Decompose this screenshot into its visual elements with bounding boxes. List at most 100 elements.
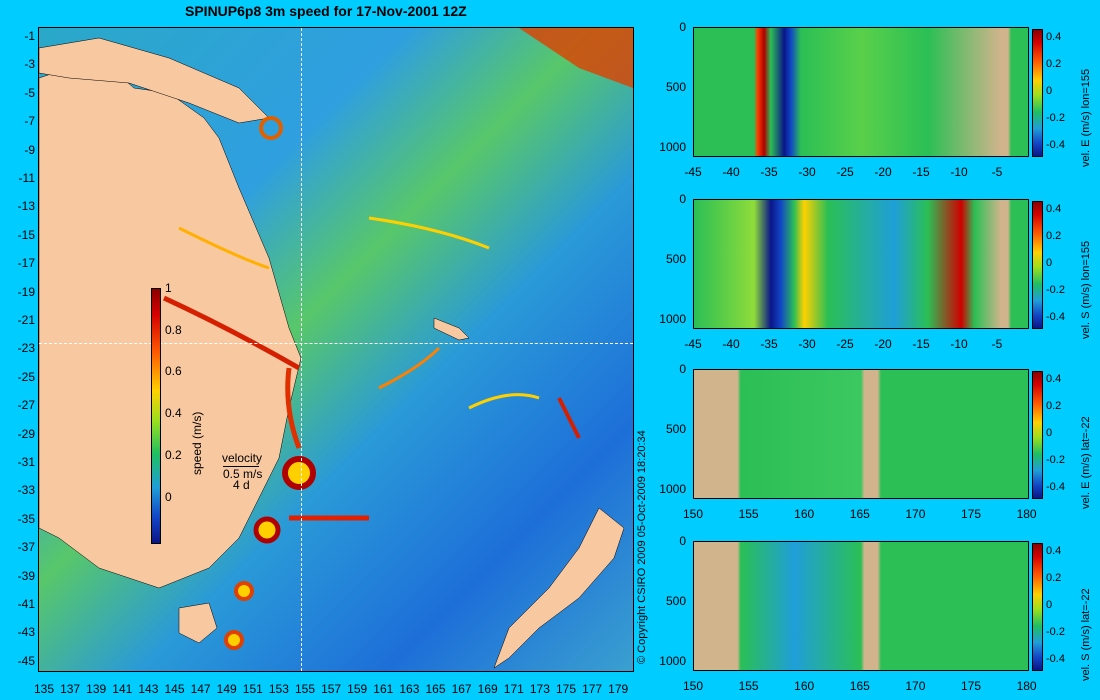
section-colorbar-tick: -0.2: [1046, 112, 1065, 124]
map-lat-tick: -29: [17, 426, 35, 441]
velocity-time: 4 d: [233, 478, 250, 492]
map-lon-tick: 137: [60, 682, 81, 696]
map-lon-tick: 159: [347, 682, 368, 696]
map-lon-tick: 145: [164, 682, 185, 696]
section-x-tick: 180: [1016, 679, 1037, 693]
section-x-tick: -15: [912, 337, 930, 351]
section-y-tick: 1000: [659, 654, 686, 668]
section-x-tick: -30: [798, 165, 816, 179]
section-colorbar-tick: -0.2: [1046, 626, 1065, 638]
map-lon-tick: 165: [425, 682, 446, 696]
section-x-tick: -30: [798, 337, 816, 351]
map-lat-tick: -17: [17, 256, 35, 271]
page-title: SPINUP6p8 3m speed for 17-Nov-2001 12Z: [185, 3, 467, 19]
section-x-tick: 150: [682, 507, 704, 521]
section-y-tick: 0: [679, 362, 686, 376]
section-plot-3[interactable]: [693, 369, 1029, 499]
section-colorbar-tick: 0.4: [1046, 545, 1062, 557]
section-x-tick: -15: [912, 165, 930, 179]
speed-colorbar-label: speed (m/s): [190, 411, 204, 475]
section-x-tick: 175: [960, 679, 982, 693]
section-x-tick: -45: [684, 337, 702, 351]
section-label: vel. S (m/s) lat=-22: [1080, 588, 1092, 681]
section-colorbar-tick: 0: [1046, 599, 1053, 611]
section-colorbar-tick: -0.2: [1046, 454, 1065, 466]
map-lon-tick: 151: [242, 682, 263, 696]
section-y-tick: 500: [665, 422, 686, 436]
section-colorbar: [1032, 371, 1043, 499]
section-x-tick: -45: [684, 165, 702, 179]
section-colorbar-tick: 0.4: [1046, 31, 1062, 43]
section-y-tick: 500: [665, 252, 686, 266]
section-colorbar-tick: -0.4: [1046, 311, 1065, 323]
map-lat-tick: -1: [24, 29, 35, 43]
section-colorbar-tick: 0.4: [1046, 203, 1062, 215]
section-colorbar-tick: 0.2: [1046, 400, 1062, 412]
section-x-tick: -25: [836, 337, 854, 351]
section-y-tick: 1000: [659, 312, 686, 326]
copyright-stamp: © Copyright CSIRO 2009 05-Oct-2009 18:20…: [636, 430, 648, 664]
map-lon-tick: 169: [477, 682, 498, 696]
speed-colorbar-tick: 0.6: [165, 364, 182, 379]
section-colorbar-tick: 0.2: [1046, 230, 1062, 242]
map-lat-tick: -43: [17, 625, 35, 640]
section-plot-1[interactable]: [693, 27, 1029, 157]
section-colorbar-tick: 0.2: [1046, 572, 1062, 584]
section-x-tick: -40: [722, 165, 740, 179]
velocity-arrow: [223, 466, 259, 467]
section-colorbar-tick: -0.4: [1046, 139, 1065, 151]
map-lat-tick: -31: [17, 455, 35, 469]
section-x-tick: -5: [991, 337, 1003, 351]
section-y-tick: 500: [665, 594, 686, 608]
section-x-tick: 160: [794, 679, 815, 693]
map-lon-tick: 153: [268, 682, 289, 696]
map-lat-tick: -11: [18, 171, 35, 185]
section-plot-4[interactable]: [693, 541, 1029, 671]
section-x-tick: 180: [1016, 507, 1037, 521]
section-plot-2[interactable]: [693, 199, 1029, 329]
section-x-tick: -20: [874, 337, 892, 351]
map-lat-tick: -33: [17, 483, 35, 498]
velocity-legend-label: velocity: [222, 451, 263, 465]
section-x-tick: -35: [760, 165, 778, 179]
map-lat-tick: -23: [17, 341, 35, 356]
map-lat-tick: -41: [17, 597, 35, 611]
section-y-tick: 0: [679, 192, 686, 206]
section-colorbar-tick: 0: [1046, 257, 1053, 269]
section-colorbar-tick: 0.4: [1046, 373, 1062, 385]
map-lon-tick: 141: [112, 682, 133, 696]
velocity-scale: 0.5 m/s: [223, 467, 263, 481]
lat-minus22-line: [39, 343, 633, 344]
section-colorbar-tick: -0.4: [1046, 481, 1065, 493]
map-features: [39, 28, 633, 669]
map-lat-tick: -37: [17, 540, 35, 555]
section-x-tick: 155: [738, 507, 759, 521]
section-y-tick: 0: [679, 20, 686, 34]
section-y-tick: 1000: [659, 482, 686, 496]
section-colorbar-tick: 0.2: [1046, 58, 1062, 70]
section-colorbar-tick: -0.4: [1046, 653, 1065, 665]
map-lon-tick: 163: [399, 682, 420, 696]
map-lat-tick: -25: [17, 369, 35, 384]
map-lon-tick: 177: [582, 682, 603, 696]
section-x-tick: -35: [760, 337, 778, 351]
section-colorbar: [1032, 201, 1043, 329]
map-lat-tick: -35: [17, 511, 35, 526]
map-lat-tick: -45: [17, 653, 35, 668]
section-colorbar: [1032, 543, 1043, 671]
speed-colorbar: [151, 288, 161, 544]
speed-colorbar-tick: 0.4: [165, 406, 182, 421]
map-lon-tick: 171: [503, 682, 524, 696]
map-lat-tick: -9: [24, 142, 35, 157]
section-x-tick: -25: [836, 165, 854, 179]
map-lon-tick: 147: [190, 682, 211, 696]
lon-155-line: [301, 28, 302, 671]
map-lat-tick: -39: [17, 568, 35, 583]
map-lon-tick: 179: [608, 682, 629, 696]
map-lat-tick: -13: [17, 199, 35, 214]
speed-map[interactable]: 1 0.8 0.6 0.4 0.2 0 speed (m/s) velocity 0.5 …: [38, 27, 634, 672]
new-caledonia-land: [433, 317, 470, 341]
map-lat-tick: -15: [17, 227, 35, 242]
section-x-tick: 170: [905, 507, 926, 521]
speed-colorbar-tick: 0: [165, 489, 172, 504]
